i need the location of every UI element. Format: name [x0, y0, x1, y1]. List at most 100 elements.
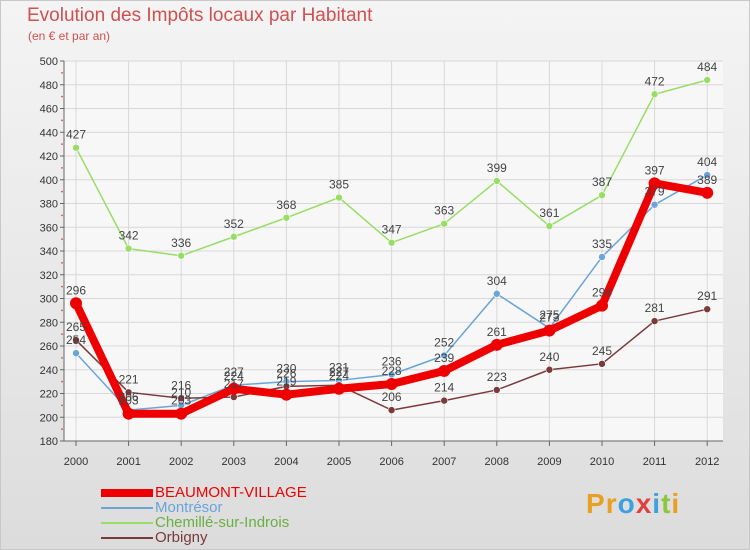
data-point-chemille-sur-indrois	[703, 76, 712, 84]
y-tick-label: 180	[40, 436, 58, 448]
data-point-beaumont-village	[490, 338, 503, 351]
data-point-orbigny	[492, 386, 501, 394]
data-point-beaumont-village	[596, 299, 608, 312]
data-label-montresor: 227	[224, 365, 244, 379]
data-label-beaumont-village: 203	[119, 394, 139, 408]
data-point-beaumont-village	[543, 324, 556, 337]
data-label-beaumont-village: 224	[329, 369, 349, 383]
data-point-beaumont-village	[701, 186, 714, 199]
data-point-orbigny	[124, 388, 133, 397]
x-tick-label: 2001	[116, 456, 140, 468]
data-label-orbigny: 214	[434, 381, 454, 395]
data-point-chemille-sur-indrois	[545, 222, 554, 230]
legend-swatch	[101, 507, 153, 509]
data-label-montresor: 275	[539, 308, 559, 322]
data-point-beaumont-village	[280, 388, 293, 401]
y-minor-tick	[61, 238, 63, 241]
data-point-montresor	[72, 349, 80, 357]
data-point-chemille-sur-indrois	[440, 219, 449, 228]
data-label-montresor: 206	[119, 390, 139, 404]
legend-label: BEAUMONT-VILLAGE	[155, 484, 307, 501]
data-point-beaumont-village	[333, 382, 345, 395]
data-label-beaumont-village: 397	[645, 163, 665, 177]
data-point-orbigny	[177, 394, 185, 403]
data-point-orbigny	[545, 365, 554, 374]
x-tick-label: 2004	[274, 456, 298, 468]
data-label-montresor: 230	[276, 362, 296, 376]
x-tick-label: 2006	[379, 456, 403, 468]
y-tick-label: 220	[40, 389, 58, 401]
data-point-beaumont-village	[175, 407, 188, 420]
data-label-montresor: 404	[697, 155, 717, 169]
logo-letter: o	[617, 488, 636, 519]
x-tick-label: 2008	[485, 456, 509, 468]
data-point-chemille-sur-indrois	[124, 244, 133, 253]
data-label-orbigny: 240	[539, 350, 559, 364]
y-minor-tick	[61, 190, 63, 193]
data-point-chemille-sur-indrois	[72, 143, 80, 152]
data-point-chemille-sur-indrois	[650, 90, 659, 99]
data-point-orbigny	[650, 317, 659, 325]
data-label-chemille-sur-indrois: 399	[487, 161, 507, 175]
data-label-chemille-sur-indrois: 427	[66, 128, 86, 142]
data-point-chemille-sur-indrois	[230, 232, 238, 241]
data-point-chemille-sur-indrois	[177, 251, 185, 260]
data-label-orbigny: 206	[382, 390, 402, 404]
data-label-beaumont-village: 261	[487, 325, 507, 339]
y-tick-label: 380	[40, 199, 58, 211]
data-label-beaumont-village: 273	[539, 311, 559, 325]
data-point-beaumont-village	[385, 378, 398, 390]
y-tick-label: 420	[40, 151, 58, 163]
y-minor-tick	[61, 95, 63, 98]
y-tick-label: 300	[40, 294, 58, 306]
data-label-montresor: 379	[645, 185, 665, 199]
data-label-chemille-sur-indrois: 363	[434, 204, 454, 218]
data-label-montresor: 210	[171, 385, 191, 399]
data-point-montresor	[703, 171, 712, 179]
y-minor-tick	[61, 285, 63, 288]
data-point-beaumont-village	[122, 407, 135, 420]
data-label-chemille-sur-indrois: 368	[276, 198, 296, 212]
y-tick-label: 440	[40, 127, 58, 139]
data-point-orbigny	[440, 396, 449, 405]
data-point-orbigny	[387, 406, 396, 414]
data-label-montresor: 231	[329, 360, 349, 374]
data-label-orbigny: 223	[487, 370, 507, 384]
data-label-montresor: 236	[382, 355, 402, 369]
data-point-orbigny	[72, 336, 80, 344]
x-tick-label: 2003	[222, 456, 246, 468]
y-minor-tick	[61, 214, 63, 217]
data-label-orbigny: 226	[276, 366, 296, 380]
data-point-chemille-sur-indrois	[492, 177, 501, 185]
y-minor-tick	[61, 404, 63, 407]
data-label-orbigny: 281	[645, 301, 665, 315]
data-label-beaumont-village: 296	[66, 283, 86, 297]
data-label-beaumont-village: 239	[434, 351, 454, 365]
data-point-montresor	[650, 200, 659, 209]
data-label-beaumont-village: 224	[224, 369, 244, 383]
y-tick-label: 320	[40, 270, 58, 282]
chart-title: Evolution des Impôts locaux par Habitant	[27, 5, 373, 26]
y-tick-label: 400	[40, 175, 58, 187]
x-tick-label: 2010	[590, 456, 614, 468]
data-label-chemille-sur-indrois: 385	[329, 178, 349, 192]
x-tick-label: 2007	[432, 456, 456, 468]
y-minor-tick	[61, 333, 63, 336]
data-label-chemille-sur-indrois: 336	[171, 236, 191, 250]
y-tick-label: 340	[40, 246, 58, 258]
logo-letter: P	[586, 488, 606, 519]
data-label-chemille-sur-indrois: 387	[592, 175, 612, 189]
y-minor-tick	[61, 143, 63, 146]
data-label-beaumont-village: 203	[171, 394, 191, 408]
logo-letter: t	[661, 488, 672, 519]
data-label-orbigny: 227	[329, 365, 349, 379]
logo-letter: r	[605, 488, 618, 519]
data-point-montresor	[492, 289, 501, 298]
y-tick-label: 240	[40, 365, 58, 377]
logo-letter: i	[652, 488, 662, 519]
y-minor-tick	[61, 71, 63, 74]
y-minor-tick	[61, 166, 63, 169]
y-minor-tick	[61, 380, 63, 383]
